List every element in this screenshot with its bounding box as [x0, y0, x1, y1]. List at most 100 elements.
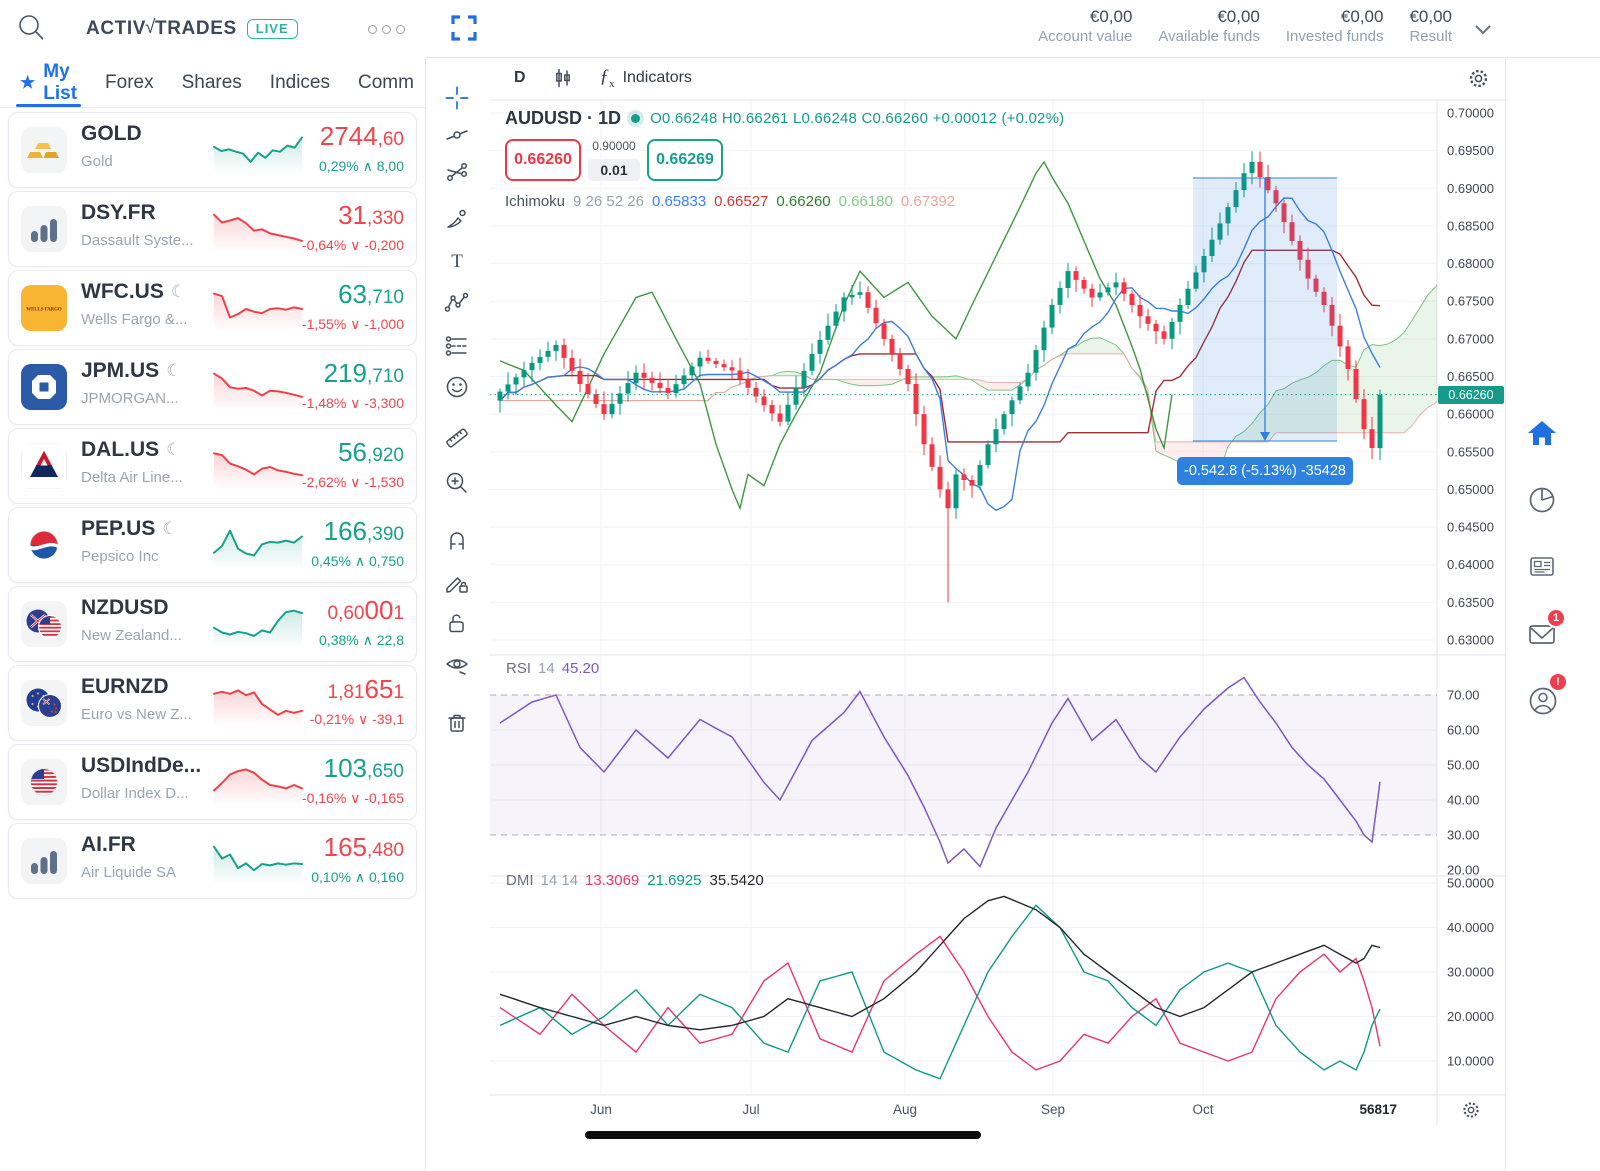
timeframe-button[interactable]: D: [514, 69, 526, 86]
account-stat-value: €0,00: [1409, 7, 1452, 26]
instrument-change: -0,21% ∨ -39,1: [309, 711, 404, 727]
chevron-down-icon[interactable]: [1470, 16, 1496, 47]
ruler-measure-icon[interactable]: [444, 425, 470, 451]
indicators-button[interactable]: ƒx Indicators: [599, 66, 692, 90]
watchlist-item-dalus[interactable]: DAL.US ☾ Delta Air Line... 56,920 -2,62% ∨ -…: [8, 428, 417, 504]
svg-text:0.69000: 0.69000: [1447, 181, 1494, 196]
home-icon[interactable]: [1526, 418, 1558, 453]
zoom-in-icon[interactable]: [444, 470, 470, 496]
sparkline-chart: [213, 529, 303, 569]
instrument-change: -2,62% ∨ -1,530: [301, 474, 404, 490]
instrument-symbol: DAL.US ☾: [81, 438, 182, 461]
mail-icon[interactable]: [1526, 620, 1558, 655]
svg-text:40.0000: 40.0000: [1447, 920, 1494, 935]
instrument-name: Euro vs New Z...: [81, 706, 192, 723]
forecast-tool-icon[interactable]: [444, 333, 470, 359]
watchlist-item-usdindde[interactable]: USDIndDe... Dollar Index D... 103,650 -0,16…: [8, 744, 417, 820]
news-icon[interactable]: [1526, 552, 1558, 587]
watchlist-item-jpmus[interactable]: JPM.US ☾ JPMORGAN... 219,710 -1,48% ∨ -3,300: [8, 349, 417, 425]
brush-tool-icon[interactable]: [444, 205, 470, 231]
svg-text:70.00: 70.00: [1447, 688, 1480, 703]
instrument-symbol: DSY.FR: [81, 201, 156, 224]
svg-text:Sep: Sep: [1041, 1102, 1065, 1117]
dsyfr-logo-icon: [21, 206, 67, 252]
more-menu-icon[interactable]: [363, 24, 405, 34]
drawing-lock-icon[interactable]: [444, 570, 470, 596]
trash-icon[interactable]: [444, 710, 470, 736]
instrument-name: New Zealand...: [81, 627, 182, 644]
search-icon[interactable]: [16, 12, 46, 47]
rsi-legend[interactable]: RSI 14 45.20: [506, 660, 600, 677]
high-quote: 0.90000: [592, 139, 636, 153]
tab-forex[interactable]: Forex: [105, 71, 154, 93]
ichimoku-legend[interactable]: Ichimoku 9 26 52 26 0.65833 0.66527 0.6626…: [505, 193, 956, 210]
live-badge: LIVE: [246, 19, 298, 39]
pattern-tool-icon[interactable]: [444, 290, 470, 316]
market-closed-moon-icon: ☾: [166, 440, 182, 459]
chart-type-icon[interactable]: [552, 67, 574, 89]
dmi-value: 21.6925: [647, 872, 702, 889]
hide-drawings-eye-icon[interactable]: [444, 652, 470, 678]
chart-toolbar: D ƒx Indicators: [426, 57, 1505, 100]
crosshair-tool-icon[interactable]: [444, 85, 470, 111]
aifr-logo-icon: [21, 838, 67, 884]
instrument-change: -1,48% ∨ -3,300: [301, 395, 404, 411]
dmi-legend[interactable]: DMI 14 14 13.3069 21.6925 35.5420: [506, 872, 764, 889]
watchlist-item-eurnzd[interactable]: EURNZD Euro vs New Z... 1,81651 -0,21% ∨ -3…: [8, 665, 417, 741]
fib-tool-icon[interactable]: [444, 160, 470, 186]
account-stat-result: €0,00 Result: [1409, 7, 1452, 45]
instrument-name: Wells Fargo &...: [81, 311, 188, 328]
instrument-price: 165,480: [323, 832, 404, 862]
function-icon: ƒx: [599, 66, 615, 90]
gold-logo-icon: [21, 127, 67, 173]
watchlist-item-aifr[interactable]: AI.FR Air Liquide SA 165,480 0,10% ∧ 0,160: [8, 823, 417, 899]
magnet-icon[interactable]: [444, 527, 470, 553]
ichimoku-value: 0.65833: [651, 193, 707, 210]
text-tool-icon[interactable]: T: [444, 248, 470, 274]
instrument-symbol: NZDUSD: [81, 596, 169, 619]
support-person-icon[interactable]: [1526, 684, 1560, 723]
instrument-price: 63,710: [338, 279, 404, 309]
instrument-name: Dollar Index D...: [81, 785, 189, 802]
dmi-value: 35.5420: [709, 872, 764, 889]
svg-text:0.65000: 0.65000: [1447, 482, 1494, 497]
watchlist-item-nzdusd[interactable]: NZDUSD New Zealand... 0,60001 0,38% ∧ 22,8: [8, 586, 417, 662]
sparkline-chart: [213, 609, 303, 648]
logo-check-icon: √: [145, 17, 157, 38]
drawing-tools-column: T: [426, 57, 489, 1125]
sparkline-chart: [213, 136, 303, 174]
sell-button[interactable]: 0.66260: [505, 139, 581, 181]
last-price-tag: 0.66260: [1438, 386, 1504, 404]
watchlist-item-gold[interactable]: GOLD Gold 2744,60 0,29% ∧ 8,00: [8, 112, 417, 188]
buy-button[interactable]: 0.66269: [647, 139, 723, 181]
chart-settings-gear-icon[interactable]: [1466, 66, 1491, 96]
sparkline-chart: [213, 845, 303, 885]
lock-icon[interactable]: [444, 610, 470, 636]
watchlist-item-dsyfr[interactable]: DSY.FR Dassault Syste... 31,330 -0,64% ∨ -0…: [8, 191, 417, 267]
instrument-price: 31,330: [338, 200, 404, 230]
tab-comm[interactable]: Comm: [358, 71, 414, 93]
trend-line-tool-icon[interactable]: [444, 122, 470, 148]
activtrades-logo: Activ√Trades: [86, 17, 237, 39]
watchlist-item-wfcus[interactable]: WELLS FARGO WFC.US ☾ Wells Fargo &... 63,710…: [8, 270, 417, 346]
svg-text:56817: 56817: [1359, 1102, 1397, 1117]
right-rail: 1 !: [1505, 57, 1600, 1171]
tab-shares[interactable]: Shares: [181, 71, 242, 93]
spread-value[interactable]: 0.01: [588, 159, 640, 181]
svg-text:0.66000: 0.66000: [1447, 407, 1494, 422]
dmi-value: 13.3069: [585, 872, 640, 889]
fullscreen-icon[interactable]: [449, 13, 479, 48]
time-axis-settings-icon[interactable]: [1460, 1099, 1482, 1126]
portfolio-pie-icon[interactable]: [1526, 484, 1558, 521]
home-indicator-bar[interactable]: [585, 1131, 981, 1139]
tab-my-list[interactable]: ★ My List: [15, 58, 82, 107]
watchlist-item-pepus[interactable]: PEP.US ☾ Pepsico Inc 166,390 0,45% ∧ 0,750: [8, 507, 417, 583]
emoji-tool-icon[interactable]: [444, 374, 470, 400]
tab-indices[interactable]: Indices: [269, 71, 330, 93]
instrument-price: 219,710: [323, 358, 404, 388]
instrument-price: 103,650: [323, 753, 404, 783]
svg-text:WELLS FARGO: WELLS FARGO: [26, 308, 61, 313]
svg-text:0.68000: 0.68000: [1447, 256, 1494, 271]
